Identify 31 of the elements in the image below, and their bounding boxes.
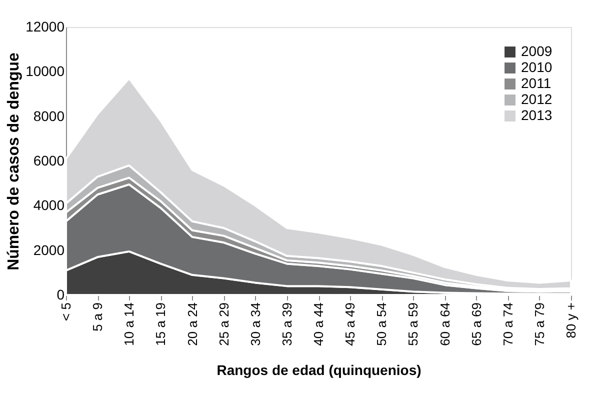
x-tick-label: < 5	[58, 302, 74, 321]
y-axis-title: Número de casos de dengue	[6, 52, 23, 270]
y-tick-label: 2000	[33, 242, 65, 258]
x-tick-label: 80 y +	[564, 302, 578, 338]
x-tick-label: 40 a 44	[311, 302, 326, 346]
x-tick-label: 60 a 64	[437, 302, 452, 346]
x-tick-label: 25 a 29	[216, 302, 232, 346]
y-tick-label: 6000	[33, 152, 65, 168]
y-tick-label: 0	[56, 286, 65, 302]
y-tick-label: 12000	[26, 18, 65, 34]
x-tick-label: 15 a 19	[153, 302, 168, 346]
legend-label: 2009	[521, 43, 552, 59]
y-tick-label: 4000	[33, 197, 65, 214]
x-tick-label: 50 a 54	[374, 302, 390, 346]
x-tick-label: 35 a 39	[279, 302, 294, 346]
x-tick-label: 65 a 69	[468, 302, 484, 346]
x-tick-label: 30 a 34	[248, 302, 263, 346]
legend-label: 2010	[521, 59, 552, 75]
x-tick-label: 5 a 9	[90, 302, 106, 332]
x-axis-title: Rangos de edad (quinquenios)	[216, 362, 422, 378]
legend-label: 2012	[521, 91, 552, 107]
x-tick-label: 55 a 59	[406, 302, 421, 346]
y-tick-label: 10000	[26, 63, 65, 80]
y-tick-label: 8000	[33, 108, 65, 124]
x-tick-label: 70 a 74	[500, 302, 516, 346]
x-tick-label: 20 a 24	[184, 302, 200, 346]
x-tick-label: 45 a 49	[342, 302, 358, 346]
x-tick-label: 75 a 79	[532, 302, 547, 346]
legend-label: 2011	[521, 75, 552, 91]
x-tick-label: 10 a 14	[122, 302, 137, 346]
legend-label: 2013	[521, 107, 552, 123]
